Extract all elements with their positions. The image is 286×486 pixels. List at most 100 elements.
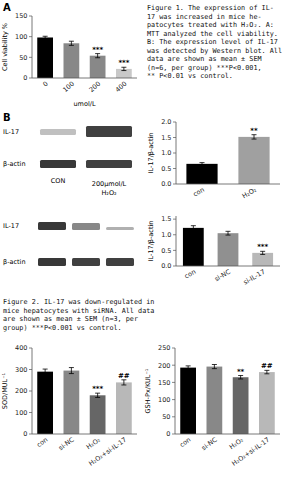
x-tick-label: con	[183, 268, 197, 281]
y-tick	[172, 348, 175, 349]
error-bar-cap	[121, 70, 126, 71]
western-blot: BIL-17β-actinCON200μmol/LH₂O₂	[3, 112, 132, 197]
figure: BIL-17β-actinCON200μmol/LH₂O₂ IL-17 β-acti…	[0, 0, 286, 486]
blot-band	[86, 126, 132, 137]
y-tick-label: 1.5	[161, 134, 171, 142]
blot-row-label: IL-17	[3, 222, 19, 230]
caption-line: patocytes treated with H₂O₂. A:	[147, 21, 274, 29]
error-bar	[69, 41, 74, 45]
x-tick-label: H₂O₂	[228, 436, 245, 452]
y-tick	[172, 382, 175, 383]
caption: Figure 1. The expression of IL-17 was in…	[147, 4, 282, 80]
x-tick-label: 200	[88, 80, 103, 94]
bar	[183, 228, 204, 266]
significance-label: ***	[92, 385, 103, 393]
y-axis-label: SOD/MUL⁻¹	[1, 372, 9, 409]
y-tick-label: 100	[15, 33, 27, 41]
blot-lane-label: H₂O₂	[101, 189, 117, 197]
significance-label: ***	[257, 243, 268, 251]
error-bar-line	[266, 370, 267, 373]
y-tick	[173, 137, 176, 138]
x-axis-label: umol/L	[73, 100, 95, 108]
bars	[37, 36, 132, 78]
bar	[252, 253, 273, 266]
caption-line: (n=6, per group) ***P<0.001,	[147, 64, 262, 72]
bars	[183, 226, 273, 266]
y-tick-label: 1.0	[161, 231, 171, 239]
y-tick	[29, 57, 32, 58]
error-bar	[186, 366, 191, 369]
x-axis	[176, 266, 280, 267]
x-tick-label: con	[192, 186, 206, 199]
error-bar-line	[228, 231, 229, 235]
y-axis-label: Cell viability %	[1, 23, 9, 71]
error-bar-line	[123, 380, 124, 385]
error-bar-cap	[43, 38, 48, 39]
y-tick-label: 0.0	[161, 262, 171, 270]
caption-line: mice hepatocytes with siRNA. All data	[3, 307, 154, 315]
y-tick-label: 1.0	[161, 149, 171, 157]
y-tick-label: 300	[15, 366, 27, 374]
y-tick-label: 0	[23, 430, 27, 438]
error-bar	[43, 36, 48, 38]
bar	[64, 371, 80, 434]
blot-band	[38, 222, 66, 230]
x-tick-label: 0	[41, 80, 49, 89]
y-tick-label: 150	[15, 12, 27, 20]
y-tick	[173, 184, 176, 185]
caption-line: are shown as mean ± SEM (n=3, per	[3, 315, 138, 323]
panel-label: B	[3, 112, 11, 123]
significance-label: **	[250, 127, 258, 135]
y-tick	[172, 434, 175, 435]
error-bar	[95, 393, 100, 397]
error-bar-cap	[43, 374, 48, 375]
y-tick	[29, 369, 32, 370]
blot-row-label: β-actin	[3, 160, 26, 168]
y-axis	[176, 122, 177, 184]
x-tick-label: si-IL-17	[242, 268, 266, 287]
bar	[64, 43, 80, 78]
x-tick-label: H₂O₂+si-IL-17	[230, 436, 271, 468]
bar	[233, 377, 249, 434]
blot-lane-label: 200μmol/L	[92, 180, 127, 188]
x-axis	[175, 434, 280, 435]
caption-line: B: The expression level of IL-17	[147, 38, 278, 46]
bar	[218, 233, 239, 266]
bar-panel: 050100150200250consi-NCH₂O₂H₂O₂+si-IL-17…	[144, 344, 280, 467]
bar	[180, 368, 196, 434]
y-tick	[173, 234, 176, 235]
bar	[238, 137, 269, 184]
panel-label: A	[3, 2, 11, 13]
blot-band	[72, 223, 100, 230]
caption-line: data are shown as mean ± SEM	[147, 55, 262, 63]
error-bar-cap	[238, 378, 243, 379]
error-bar-line	[123, 67, 124, 70]
bar-panel: A0501001500100200400******Cell viability…	[1, 2, 137, 108]
error-bar-cap	[191, 230, 196, 231]
error-bar-line	[254, 135, 255, 139]
y-tick-label: 2.0	[161, 118, 171, 126]
error-bar-cap	[200, 162, 205, 163]
blot-band	[40, 129, 76, 135]
blot-row-label: β-actin	[3, 258, 26, 266]
error-bar-line	[262, 251, 263, 254]
y-tick-label: 50	[19, 54, 27, 62]
blot-band	[86, 160, 132, 168]
bar	[116, 69, 132, 78]
error-bar	[200, 163, 205, 165]
y-tick-label: 0.0	[161, 180, 171, 188]
error-bar-cap	[186, 365, 191, 366]
y-tick	[29, 348, 32, 349]
error-bar-cap	[212, 368, 217, 369]
x-axis	[32, 434, 137, 435]
y-tick	[173, 250, 176, 251]
caption-line: MTT analyzed the cell viability.	[147, 30, 278, 38]
error-bar	[212, 365, 217, 369]
y-tick-label: 200	[15, 387, 27, 395]
x-tick-label: H₂O₂	[241, 186, 259, 201]
error-bar	[226, 231, 231, 235]
error-bar	[121, 380, 126, 385]
y-tick	[172, 365, 175, 366]
bar-panel: 0100200300400consi-NCH₂O₂H₂O₂+si-IL-17**…	[1, 344, 137, 467]
error-bar-cap	[43, 369, 48, 370]
